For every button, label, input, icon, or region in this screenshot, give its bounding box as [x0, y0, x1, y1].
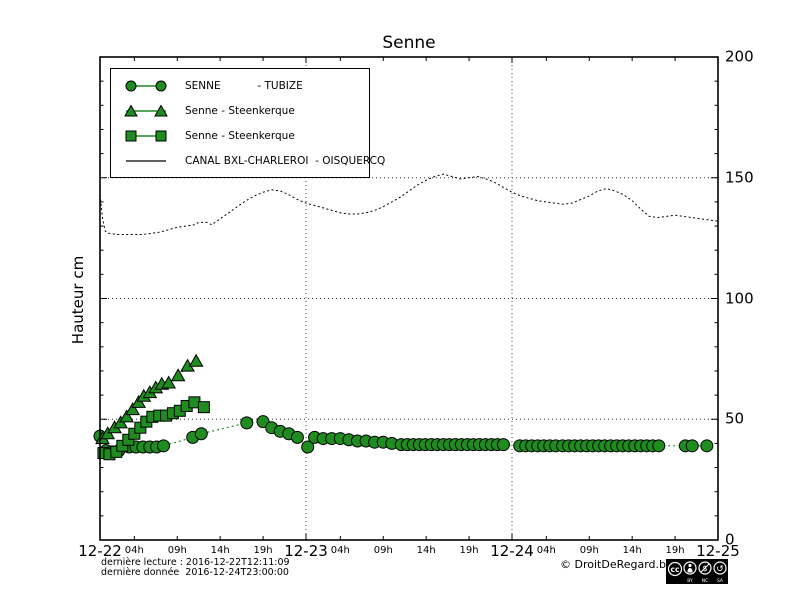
series-2-point: [197, 401, 210, 414]
series-2-point: [110, 445, 123, 458]
y-tick-label: 200: [725, 47, 754, 66]
chart-title: Senne: [382, 33, 436, 53]
by-person-icon: [688, 563, 692, 568]
y-tick-label: 150: [725, 168, 754, 187]
nc-label: NC: [702, 578, 709, 584]
last-data-text: dernière donnée 2016-12-24T23:00:00: [101, 567, 289, 578]
series-0-point: [290, 430, 304, 444]
series-1-point: [161, 375, 177, 389]
legend-row-canal: CANAL BXL-CHARLEROI - OISQUERCQ: [111, 149, 385, 173]
x-hour-label: 14h: [622, 545, 642, 556]
legend-label: SENNE - TUBIZE: [185, 79, 303, 92]
y-axis-label: Hauteur cm: [69, 255, 87, 345]
legend-row-tubize: SENNE - TUBIZE: [111, 74, 369, 98]
y-tick-label: 0: [725, 530, 735, 549]
triangle-marker-icon: [124, 103, 168, 116]
circle-marker-icon: [125, 80, 167, 91]
series-1-point: [125, 402, 140, 416]
by-label: BY: [687, 578, 693, 584]
series-0-point: [301, 440, 315, 454]
x-hour-label: 14h: [210, 545, 230, 556]
legend-row-steenkerque-1: Senne - Steenkerque: [111, 99, 369, 123]
x-hour-label: 09h: [167, 545, 187, 556]
x-hour-label: 04h: [330, 545, 350, 556]
series-2-point: [134, 421, 147, 434]
cc-logo-icon: cc: [671, 565, 680, 574]
sa-label: SA: [717, 578, 724, 584]
series-0-point: [496, 438, 510, 452]
legend-label: Senne - Steenkerque: [185, 104, 295, 117]
series-2-point: [116, 439, 129, 452]
x-hour-label: 09h: [579, 545, 599, 556]
legend-label: Senne - Steenkerque: [185, 129, 295, 142]
x-hour-label: 19h: [253, 545, 273, 556]
cc-icon: [667, 561, 727, 577]
square-marker-icon: [125, 130, 167, 141]
series-0-point: [157, 439, 171, 453]
x-day-label: 12-22: [78, 542, 122, 560]
x-day-label: 12-23: [284, 542, 328, 560]
nc-slash: [700, 563, 710, 573]
series-2-point: [122, 433, 135, 446]
x-hour-label: 04h: [124, 545, 144, 556]
x-hour-label: 19h: [665, 545, 685, 556]
x-hour-label: 09h: [373, 545, 393, 556]
legend-label: CANAL BXL-CHARLEROI - OISQUERCQ: [185, 154, 386, 167]
series-1-point: [170, 368, 186, 382]
sa-arrow-icon: ↺: [716, 565, 724, 575]
x-hour-label: 14h: [416, 545, 436, 556]
x-hour-label: 19h: [459, 545, 479, 556]
x-day-label: 12-24: [490, 542, 534, 560]
x-hour-label: 04h: [536, 545, 556, 556]
cc-license-badge: cc $ ↺ BY NC SA: [666, 559, 728, 584]
series-0-point: [194, 427, 208, 441]
chart-legend: SENNE - TUBIZE Senne - Steenkerque Senne…: [110, 68, 385, 178]
y-tick-label: 50: [725, 409, 745, 428]
series-0-point: [685, 439, 699, 453]
copyright-text: © DroitDeRegard.be: [560, 558, 673, 571]
series-0-point: [652, 439, 666, 453]
series-1-point: [188, 353, 204, 367]
line-marker-icon: [126, 159, 166, 162]
series-3-line: [99, 173, 719, 235]
series-2-point: [128, 427, 141, 440]
by-person-body: [687, 568, 693, 573]
x-day-label: 12-25: [696, 542, 740, 560]
series-1-point: [119, 409, 134, 423]
y-tick-label: 100: [725, 289, 754, 308]
series-0-point: [700, 439, 714, 453]
series-0-point: [240, 416, 254, 430]
last-reading-text: dernière lecture : 2016-12-22T12:11:09: [101, 557, 290, 568]
legend-row-steenkerque-2: Senne - Steenkerque: [111, 124, 369, 148]
